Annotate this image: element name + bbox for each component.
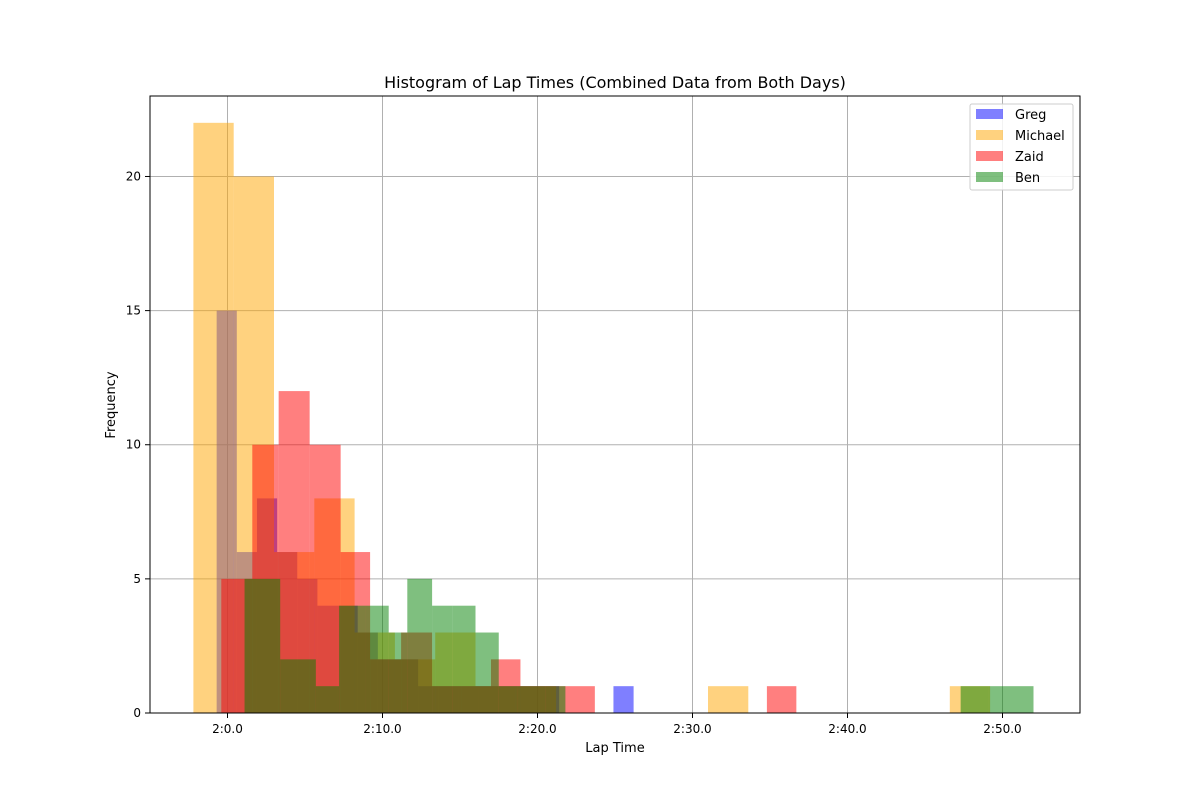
legend: Greg Michael Zaid Ben [969,103,1074,191]
bar-ben [315,686,340,713]
plot-area-frame [149,95,1081,714]
bar-ben [517,686,546,713]
bar-zaid [766,686,797,713]
x-axis-label: Lap Time [585,741,644,756]
x-tick-label: 2:20.0 [518,722,556,736]
bar-ben [960,686,989,713]
bar-ben [475,632,499,713]
x-tick-label: 2:0.0 [212,722,243,736]
bar-ben [545,686,566,713]
y-axis-label: Frequency [104,371,119,438]
bar-ben [407,578,433,713]
y-tick-label: 0 [133,706,141,720]
bar-ben [498,686,518,713]
bar-ben [432,605,453,713]
bar-ben [244,578,281,713]
legend-label-greg: Greg [1015,108,1046,123]
bar-ben [988,686,1034,713]
x-tick-label: 2:10.0 [363,722,401,736]
y-tick-label: 5 [133,572,141,586]
bar-greg [613,686,634,713]
y-tick-label: 10 [126,438,141,452]
histogram-bars [193,122,1034,713]
y-tick-label: 15 [126,304,141,318]
legend-label-zaid: Zaid [1015,150,1044,165]
legend-label-michael: Michael [1015,129,1065,144]
chart-title: Histogram of Lap Times (Combined Data fr… [384,73,846,92]
x-axis-ticks: 2:0.0 2:10.0 2:20.0 2:30.0 2:40.0 2:50.0 [212,713,1022,736]
legend-swatch-greg [976,109,1003,119]
y-axis-ticks: 0 5 10 15 20 [126,169,150,720]
legend-label-ben: Ben [1015,171,1040,186]
legend-frame [969,103,1074,191]
x-tick-label: 2:30.0 [673,722,711,736]
bar-ben [339,605,366,713]
legend-swatch-zaid [976,151,1003,161]
legend-swatch-michael [976,130,1003,140]
bar-ben [280,659,316,713]
legend-swatch-ben [976,172,1003,182]
bar-ben [452,605,476,713]
bar-michael [708,686,749,713]
y-tick-label: 20 [126,169,141,183]
x-tick-label: 2:50.0 [983,722,1021,736]
bar-ben [388,632,408,713]
x-tick-label: 2:40.0 [828,722,866,736]
bar-ben [365,605,389,713]
